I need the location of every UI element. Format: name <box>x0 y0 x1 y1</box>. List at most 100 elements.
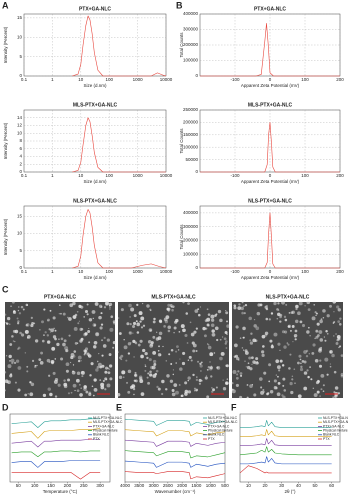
particle <box>140 392 145 396</box>
particle <box>17 388 21 392</box>
chart-title: MLS-PTX+GA-NLC <box>73 102 118 108</box>
particle <box>337 392 341 395</box>
series-line <box>11 428 101 439</box>
particle <box>88 327 90 330</box>
x-tick-label: 0 <box>269 173 272 178</box>
particle <box>171 308 174 312</box>
particle <box>281 394 284 397</box>
particle <box>118 332 122 335</box>
particle <box>146 376 149 379</box>
particle <box>300 362 302 365</box>
particle <box>185 312 189 315</box>
particle <box>324 339 327 342</box>
particle <box>79 383 81 386</box>
particle <box>101 354 104 357</box>
particle <box>8 323 11 326</box>
particle <box>134 373 138 378</box>
legend-label: Blank NLC <box>93 433 110 437</box>
particle <box>340 374 344 378</box>
particle <box>225 347 228 349</box>
particle <box>118 375 123 379</box>
y-axis-label: Total Counts <box>179 128 184 154</box>
particle <box>319 395 321 397</box>
particle <box>102 344 107 348</box>
particle <box>244 360 246 362</box>
particle <box>205 375 208 377</box>
series-line <box>11 450 101 458</box>
particle <box>109 306 111 309</box>
particle <box>282 377 286 381</box>
particle <box>178 331 181 333</box>
particle <box>268 380 271 383</box>
particle <box>297 394 302 399</box>
particle <box>9 359 11 362</box>
particle <box>112 341 116 345</box>
particle <box>179 358 181 360</box>
x-axis-label: Apparent Zeta Potential (mV) <box>241 179 300 184</box>
x-axis-label: Temperature (°C) <box>43 489 78 494</box>
particle <box>88 341 91 344</box>
particle <box>283 345 287 349</box>
particle <box>340 372 344 377</box>
particle <box>195 389 198 392</box>
particle <box>242 326 246 331</box>
particle <box>157 387 161 391</box>
particle <box>47 320 49 322</box>
particle <box>80 328 84 331</box>
particle <box>237 370 240 373</box>
particle <box>12 340 15 342</box>
particle <box>133 393 135 396</box>
particle <box>316 322 320 326</box>
particle <box>309 366 311 368</box>
particle <box>235 376 239 380</box>
particle <box>238 303 241 306</box>
x-tick-label: 10 <box>78 77 84 82</box>
particle <box>329 365 332 368</box>
particle <box>226 324 230 328</box>
particle <box>207 343 209 345</box>
particle <box>235 383 239 387</box>
x-tick-label: 20 <box>262 483 268 488</box>
particle <box>167 329 171 333</box>
particle <box>216 338 219 342</box>
particle <box>122 376 125 379</box>
particle <box>14 340 16 343</box>
panel-label: C <box>2 284 9 294</box>
particle <box>314 337 316 340</box>
particle <box>17 346 21 350</box>
particle <box>141 302 144 305</box>
particle <box>187 302 190 305</box>
particle <box>16 317 19 320</box>
particle <box>293 333 298 338</box>
particle <box>195 378 199 382</box>
particle <box>136 331 140 334</box>
series-line <box>124 471 226 480</box>
particle <box>258 377 263 381</box>
y-tick-label: 400000 <box>183 11 199 16</box>
plot-frame <box>23 205 167 269</box>
particle <box>262 389 265 392</box>
particle <box>34 339 39 343</box>
particle <box>132 324 136 329</box>
particle <box>132 321 137 325</box>
particle <box>13 361 17 365</box>
particle <box>74 342 78 345</box>
particle <box>96 360 99 363</box>
particle <box>281 330 285 334</box>
particle <box>290 311 294 315</box>
particle <box>329 363 332 365</box>
particle <box>206 368 209 371</box>
particle <box>211 329 215 333</box>
particle <box>83 387 87 391</box>
x-tick-label: 250 <box>80 483 88 488</box>
particle <box>132 387 136 391</box>
particle <box>88 392 92 396</box>
x-tick-label: 0.1 <box>21 173 28 178</box>
particle <box>46 340 51 344</box>
particle <box>255 326 260 331</box>
particle <box>17 366 22 370</box>
y-tick-label: 12 <box>17 123 23 128</box>
x-tick-label: 300 <box>96 483 104 488</box>
particle <box>261 350 265 354</box>
y-axis-label: Total Counts <box>179 32 184 58</box>
